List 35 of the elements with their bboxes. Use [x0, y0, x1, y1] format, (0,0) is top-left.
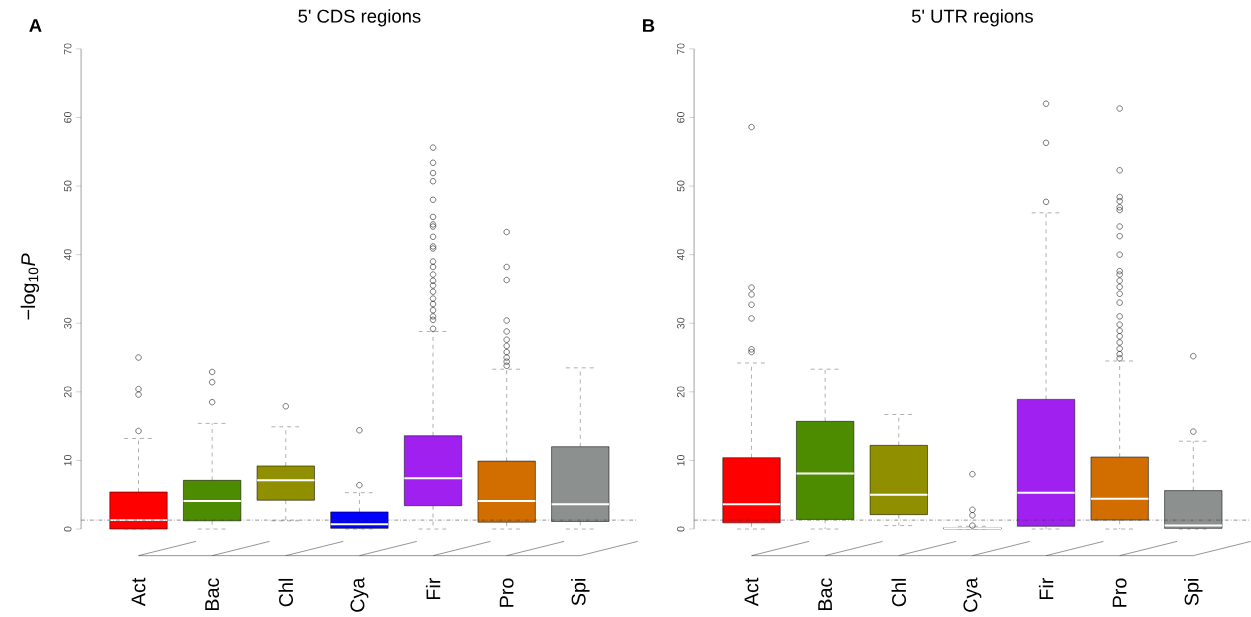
y-tick-label: 0: [677, 526, 685, 532]
y-tick-label: 20: [677, 386, 685, 398]
y-tick-label: 50: [64, 180, 72, 192]
y-axis-title: −log$_{10}$P: [20, 253, 40, 320]
text: B: [643, 19, 655, 32]
chart-title: 5' CDS regions: [298, 9, 421, 27]
x-tick-label: Cya: [963, 577, 982, 612]
x-tick-label: Pro: [499, 578, 514, 607]
y-tick-label: 30: [677, 317, 685, 329]
text: A: [29, 19, 42, 32]
x-tick-label: Bac: [205, 578, 220, 610]
x-tick-label: Cya: [350, 577, 369, 612]
y-tick-label: 60: [64, 111, 72, 123]
x-tick-label: Act: [131, 577, 146, 607]
y-tick-label: 30: [64, 317, 72, 329]
y-tick-label: 70: [677, 43, 685, 55]
y-tick-label: 10: [677, 454, 685, 466]
x-tick-label: Bac: [818, 578, 833, 610]
y-tick-label: 40: [64, 249, 72, 261]
chart-title: 5' UTR regions: [911, 9, 1033, 27]
x-tick-label: Spi: [1184, 578, 1203, 606]
x-tick-label: Fir: [425, 577, 441, 599]
x-tick-label: Pro: [1112, 578, 1127, 607]
x-tick-label: Chl: [891, 578, 907, 607]
y-tick-label: 20: [64, 386, 72, 398]
x-tick-label: Spi: [571, 578, 590, 606]
x-tick-label: Fir: [1038, 577, 1054, 599]
y-tick-label: 0: [64, 526, 72, 532]
y-tick-label: 60: [677, 111, 685, 123]
y-tick-label: 40: [677, 249, 685, 261]
y-tick-label: 10: [64, 454, 72, 466]
y-tick-label: 70: [64, 43, 72, 55]
x-tick-label: Chl: [278, 578, 294, 607]
x-tick-label: Act: [744, 577, 759, 607]
y-tick-label: 50: [677, 180, 685, 192]
